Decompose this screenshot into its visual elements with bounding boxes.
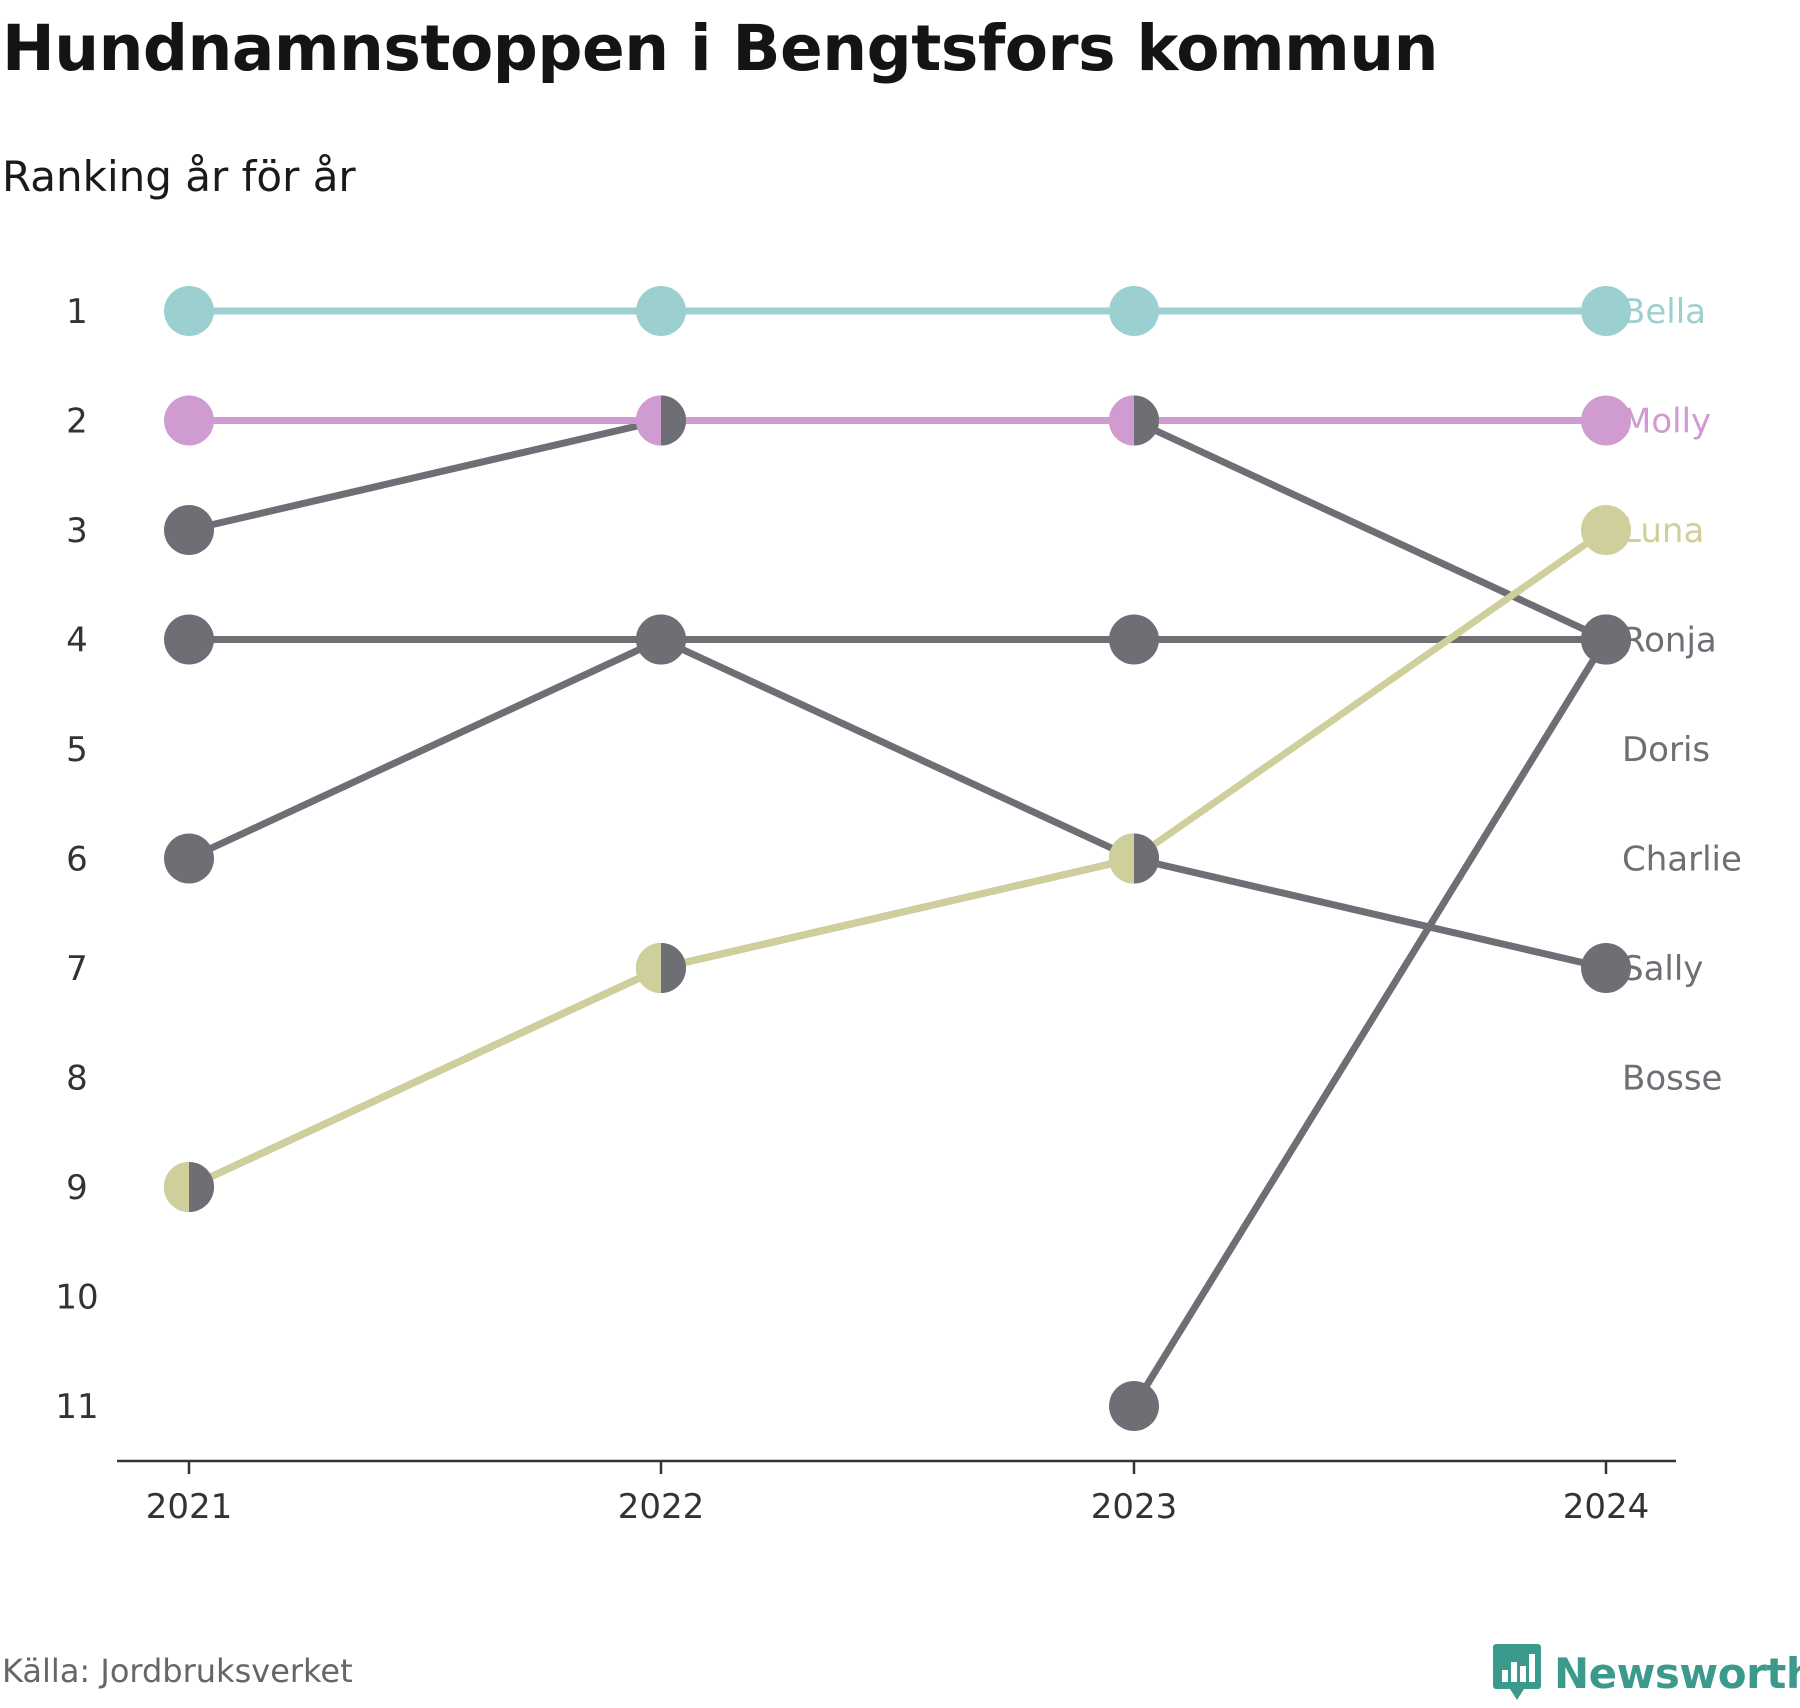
data-point-bella — [636, 286, 686, 336]
data-point-charlie — [1109, 1381, 1159, 1431]
brand-logo: Newsworthy — [1492, 1638, 1800, 1708]
overlap-point-right-ronja — [661, 395, 686, 446]
y-tick-label: 9 — [66, 1168, 88, 1208]
overlap-point-right-bosse — [661, 943, 686, 993]
series-line-sally — [1130, 855, 1610, 972]
bump-chart: 1 2 3 4 5 6 7 8 9 10 11 2021 2022 2023 2024 Bella Molly L… — [55, 286, 1742, 1527]
series-label-luna: Luna — [1622, 511, 1704, 551]
data-point-bella — [1109, 286, 1159, 336]
chart-subtitle: Ranking år för år — [2, 152, 356, 201]
y-tick-label: 6 — [66, 840, 88, 880]
series-label-sally: Sally — [1622, 949, 1703, 989]
y-tick-label: 1 — [66, 292, 88, 332]
overlap-point-right-bosse — [189, 1162, 214, 1212]
overlap-point-left-luna — [164, 1162, 189, 1212]
y-tick-label: 11 — [55, 1387, 98, 1427]
y-tick-label: 2 — [66, 402, 88, 442]
series-line-charlie — [1130, 636, 1610, 1410]
x-tick-label: 2024 — [1563, 1487, 1650, 1527]
data-point-sally — [164, 833, 214, 884]
chart-title: Hundnamnstoppen i Bengtsfors kommun — [2, 12, 1439, 85]
series-label-bosse: Bosse — [1622, 1059, 1722, 1099]
series-line-luna — [1130, 526, 1610, 862]
series-line-ronja — [185, 417, 665, 534]
source-note: Källa: Jordbruksverket — [2, 1652, 353, 1690]
series-line-luna — [657, 855, 1138, 972]
y-tick-label: 8 — [66, 1059, 88, 1099]
data-point-bella — [1581, 286, 1631, 336]
overlap-point-left-molly — [635, 395, 661, 446]
y-tick-label: 5 — [66, 730, 88, 770]
x-tick-label: 2022 — [618, 1487, 705, 1527]
data-point-luna — [1581, 505, 1631, 555]
overlap-point-left-luna — [636, 943, 661, 993]
overlap-point-right-ronja — [1134, 395, 1159, 446]
series-label-charlie: Charlie — [1622, 840, 1742, 880]
overlap-point-right-sally — [1134, 833, 1159, 884]
bar-chart-speech-bubble-icon — [1493, 1644, 1541, 1700]
series-label-doris: Doris — [1622, 730, 1710, 770]
overlap-point-left-luna — [1109, 833, 1134, 884]
y-tick-label: 7 — [66, 949, 88, 989]
data-point-molly — [164, 395, 214, 446]
data-point-bella — [164, 286, 214, 336]
y-tick-label: 4 — [66, 621, 88, 661]
series-label-bella: Bella — [1622, 292, 1706, 332]
series-line-sally — [657, 636, 1138, 862]
series-line-luna — [185, 964, 665, 1191]
y-tick-label: 3 — [66, 511, 88, 551]
series-label-molly: Molly — [1622, 402, 1711, 442]
series-label-ronja: Ronja — [1622, 621, 1717, 661]
y-tick-label: 10 — [55, 1278, 98, 1318]
data-point-doris — [1109, 614, 1159, 665]
brand-name: Newsworthy — [1554, 1648, 1800, 1698]
x-tick-label: 2023 — [1091, 1487, 1178, 1527]
data-point-charlie — [1581, 614, 1631, 665]
series-line-sally — [185, 636, 665, 862]
data-point-molly — [1581, 395, 1631, 446]
overlap-point-left-molly — [1109, 395, 1134, 446]
data-point-ronja — [164, 505, 214, 555]
x-tick-label: 2021 — [146, 1487, 233, 1527]
series-line-ronja — [1130, 417, 1610, 643]
data-point-sally — [636, 614, 686, 665]
data-point-doris — [164, 614, 214, 665]
data-point-sally — [1581, 943, 1631, 993]
